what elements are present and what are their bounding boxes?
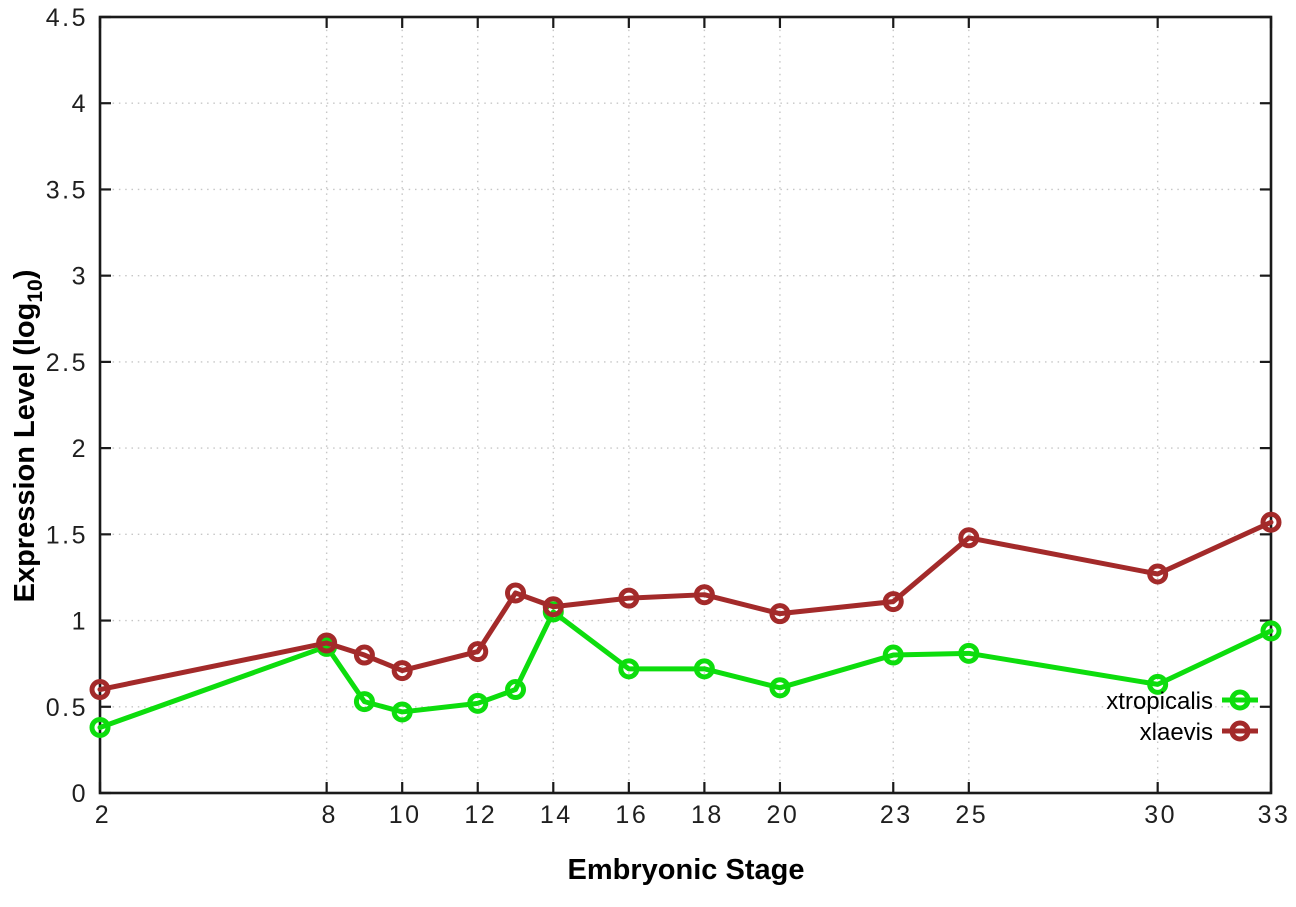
data-point-xtropicalis [391, 701, 413, 723]
data-point-xtropicalis [1260, 620, 1282, 642]
x-tick-label: 25 [955, 801, 988, 829]
legend-label-xtropicalis: xtropicalis [1106, 688, 1213, 715]
legend-label-xlaevis: xlaevis [1140, 719, 1213, 746]
x-tick-label: 2 [95, 801, 111, 829]
y-tick-label: 2 [72, 435, 88, 463]
y-tick-label: 3.5 [46, 176, 88, 204]
x-tick-label: 14 [540, 801, 573, 829]
data-point-xlaevis [882, 591, 904, 613]
y-tick-label: 4.5 [46, 4, 88, 32]
data-point-xtropicalis [958, 642, 980, 664]
x-tick-label: 20 [767, 801, 800, 829]
data-point-xtropicalis [1147, 673, 1169, 695]
tick-labels: 2 8 10 12 14 16 18 20 23 25 30 33 0 0.5 1 1.5 2 2.5 3 3.5 4 4… [46, 4, 1291, 829]
data-point-xlaevis [1147, 563, 1169, 585]
data-point-xlaevis [89, 679, 111, 701]
data-point-xlaevis [618, 587, 640, 609]
data-point-xlaevis [353, 644, 375, 666]
x-tick-label: 16 [615, 801, 648, 829]
x-tick-label: 12 [464, 801, 497, 829]
data-point-xlaevis [958, 527, 980, 549]
x-tick-label: 30 [1144, 801, 1177, 829]
y-tick-label: 0.5 [46, 694, 88, 722]
data-point-xtropicalis [89, 716, 111, 738]
data-point-xlaevis [505, 582, 527, 604]
x-tick-label: 18 [691, 801, 724, 829]
data-point-xtropicalis [769, 677, 791, 699]
y-tick-label: 0 [72, 780, 88, 808]
y-axis-title-main: Expression Level (log [9, 303, 41, 603]
y-axis-title-subscript: 10 [24, 279, 47, 302]
data-point-xtropicalis [882, 644, 904, 666]
data-point-xlaevis [769, 603, 791, 625]
data-point-xlaevis [467, 641, 489, 663]
legend-sample-marker-xlaevis [1229, 720, 1251, 742]
tick-marks [98, 15, 1273, 795]
data-series [89, 511, 1282, 738]
y-tick-label: 2.5 [46, 349, 88, 377]
data-point-xlaevis [1260, 511, 1282, 533]
data-point-xlaevis [316, 632, 338, 654]
data-point-xlaevis [542, 596, 564, 618]
data-point-xlaevis [693, 584, 715, 606]
data-point-xtropicalis [505, 679, 527, 701]
x-tick-label: 33 [1258, 801, 1291, 829]
x-axis-title: Embryonic Stage [568, 854, 805, 886]
y-axis-title: Expression Level (log10) [9, 270, 47, 603]
y-tick-label: 4 [72, 90, 88, 118]
plot-border [98, 15, 1273, 795]
legend: xtropicalis xlaevis [1106, 688, 1258, 746]
x-tick-label: 23 [880, 801, 913, 829]
data-point-xtropicalis [618, 658, 640, 680]
legend-sample-marker-xtropicalis [1229, 689, 1251, 711]
y-tick-label: 1.5 [46, 521, 88, 549]
x-tick-label: 8 [321, 801, 337, 829]
data-point-xtropicalis [467, 692, 489, 714]
y-tick-label: 1 [72, 608, 88, 636]
data-point-xtropicalis [693, 658, 715, 680]
y-axis-title-close: ) [9, 270, 41, 280]
x-tick-label: 10 [389, 801, 422, 829]
series-line-xtropicalis [97, 609, 1274, 730]
y-tick-label: 3 [72, 263, 88, 291]
data-point-xtropicalis [353, 691, 375, 713]
data-point-xlaevis [391, 660, 413, 682]
